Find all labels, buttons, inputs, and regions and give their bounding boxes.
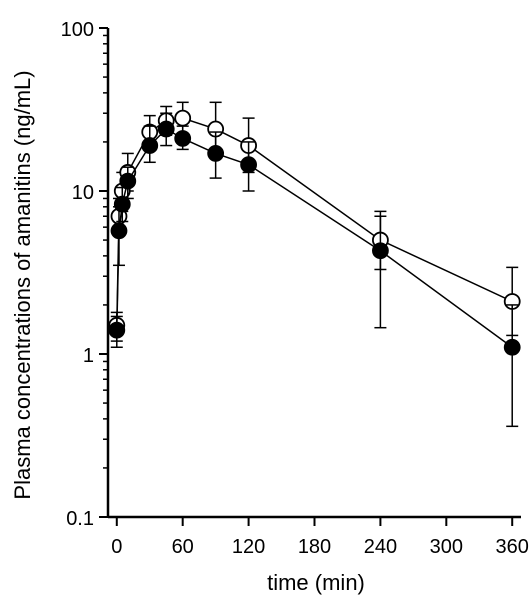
x-tick-label: 240 [364,536,397,558]
series-2 [108,112,521,428]
data-point-filled [119,172,137,190]
data-series [108,101,521,428]
series-1 [108,101,521,342]
data-point-filled [141,137,159,154]
data-point-filled [157,120,175,138]
axes [106,28,521,519]
data-point-filled [174,130,192,147]
data-point-filled [113,195,131,213]
series-line [116,117,513,326]
series-line [116,128,513,348]
y-tick-label: 1 [83,345,94,367]
x-tick-label: 0 [111,536,122,558]
x-tick-label: 120 [232,536,265,558]
data-point-open [174,109,192,127]
data-point-filled [372,242,389,260]
x-tick-label: 60 [172,536,194,558]
x-tick-label: 180 [298,536,331,558]
y-tick-label: 10 [72,182,94,204]
y-tick-label: 100 [61,19,94,41]
x-tick-label: 360 [496,536,529,558]
data-point-filled [108,321,126,339]
data-point-filled [503,338,521,356]
data-point-filled [240,156,257,174]
x-axis-label: time (min) [267,570,365,595]
y-axis-label: Plasma concentrations of amanitins (ng/m… [10,70,35,499]
y-tick-label: 0.1 [66,508,94,530]
x-tick-label: 300 [430,536,463,558]
data-point-filled [110,222,128,240]
ticks: 0.1 1 10 100 0 60 120 180 240 300 360 [61,19,529,558]
data-point-filled [207,145,225,162]
